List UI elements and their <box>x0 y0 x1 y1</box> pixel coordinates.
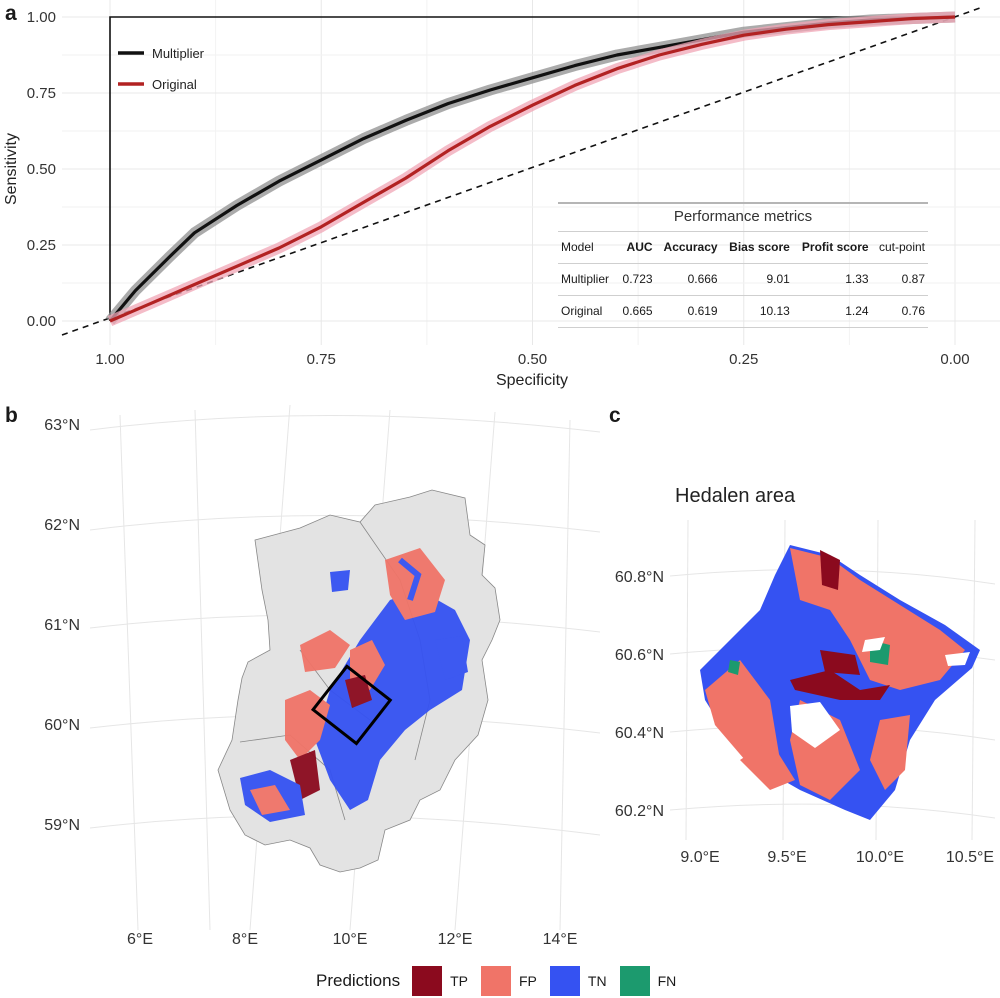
map-c-lon-labels: 9.0°E 9.5°E 10.0°E 10.5°E <box>680 849 994 866</box>
map-b-land <box>217 489 501 873</box>
metrics-table-title: Performance metrics <box>558 202 928 232</box>
cell-model: Multiplier <box>558 263 617 296</box>
lat-tick-label: 59°N <box>44 817 80 834</box>
cell-profit: 1.24 <box>792 295 872 328</box>
cell-auc: 0.723 <box>616 263 656 296</box>
lat-tick-label: 60.2°N <box>615 803 664 820</box>
lat-tick-label: 60.6°N <box>615 647 664 664</box>
map-b-lat-labels: 63°N 62°N 61°N 60°N 59°N <box>44 417 80 834</box>
lon-tick-label: 14°E <box>543 931 578 948</box>
panel-b-label: b <box>5 404 18 427</box>
x-tick-label: 1.00 <box>95 351 124 368</box>
legend-label-original: Original <box>152 77 197 92</box>
legend-item-fn: FN <box>619 966 677 996</box>
legend-label: FN <box>657 973 677 989</box>
legend-title: Predictions <box>316 971 401 990</box>
performance-metrics-table: Performance metrics Model AUC Accuracy B… <box>558 202 928 328</box>
metrics-header-row: Model AUC Accuracy Bias score Profit sco… <box>558 232 928 264</box>
panel-c-label: c <box>609 404 621 427</box>
y-axis-label: Sensitivity <box>3 133 20 205</box>
cell-cutpoint: 0.87 <box>871 263 928 296</box>
legend-item-fp: FP <box>481 966 537 996</box>
col-auc: AUC <box>616 232 656 264</box>
lat-tick-label: 60.8°N <box>615 569 664 586</box>
col-bias: Bias score <box>720 232 793 264</box>
lat-tick-label: 60°N <box>44 717 80 734</box>
x-tick-label: 0.50 <box>518 351 547 368</box>
col-profit: Profit score <box>792 232 872 264</box>
roc-chart: 1.00 0.75 0.50 0.25 0.00 0.00 0.25 0.50 0.75 1.00… <box>3 0 1000 389</box>
hedalen-raster <box>700 545 980 820</box>
lat-tick-label: 62°N <box>44 517 80 534</box>
lat-tick-label: 61°N <box>44 617 80 634</box>
lat-tick-label: 60.4°N <box>615 725 664 742</box>
map-c-lat-labels: 60.8°N 60.6°N 60.4°N 60.2°N <box>615 569 664 820</box>
col-accuracy: Accuracy <box>655 232 721 264</box>
x-axis-label: Specificity <box>496 372 568 389</box>
lon-tick-label: 9.5°E <box>767 849 806 866</box>
legend-label: FP <box>519 973 537 989</box>
cell-bias: 10.13 <box>720 295 793 328</box>
lon-tick-label: 6°E <box>127 931 153 948</box>
y-tick-label: 0.25 <box>27 237 56 254</box>
cell-cutpoint: 0.76 <box>871 295 928 328</box>
legend-item-tn: TN <box>549 966 607 996</box>
col-cutpoint: cut-point <box>871 232 928 264</box>
perfect-classifier-line <box>109 16 955 321</box>
map-c-graticule <box>669 519 996 841</box>
cell-accuracy: 0.619 <box>655 295 721 328</box>
legend-label: TP <box>450 973 468 989</box>
hedalen-area-box <box>310 664 393 746</box>
legend-label-multiplier: Multiplier <box>152 46 205 61</box>
map-b-prediction-zones <box>240 548 470 822</box>
cell-accuracy: 0.666 <box>655 263 721 296</box>
map-b-lon-labels: 6°E 8°E 10°E 12°E 14°E <box>127 931 577 948</box>
cell-profit: 1.33 <box>792 263 872 296</box>
legend-swatch-fp <box>481 966 511 996</box>
col-model: Model <box>558 232 617 264</box>
panel-a-label: a <box>5 2 17 25</box>
legend-swatch-tn <box>549 966 580 996</box>
table-row: Multiplier 0.723 0.666 9.01 1.33 0.87 <box>558 263 928 296</box>
cell-model: Original <box>558 295 617 328</box>
lon-tick-label: 10.0°E <box>856 849 904 866</box>
lon-tick-label: 9.0°E <box>680 849 719 866</box>
x-tick-label: 0.00 <box>940 351 969 368</box>
lon-tick-label: 8°E <box>232 931 258 948</box>
legend-item-tp: TP <box>412 966 468 996</box>
map-b-graticule <box>89 404 601 931</box>
predictions-legend: Predictions TP FP TN FN <box>316 966 689 996</box>
lon-tick-label: 10.5°E <box>946 849 994 866</box>
series-line-original <box>109 15 956 323</box>
legend-swatch-tp <box>412 966 443 996</box>
y-tick-label: 0.50 <box>27 161 56 178</box>
y-tick-label: 1.00 <box>27 9 56 26</box>
y-tick-label: 0.00 <box>27 313 56 330</box>
legend-label: TN <box>587 973 607 989</box>
cell-bias: 9.01 <box>720 263 793 296</box>
legend-swatch-fn <box>619 966 650 996</box>
table-row: Original 0.665 0.619 10.13 1.24 0.76 <box>558 295 928 328</box>
x-tick-label: 0.25 <box>729 351 758 368</box>
reference-diagonal <box>61 7 981 336</box>
lat-tick-label: 63°N <box>44 417 80 434</box>
hedalen-title: Hedalen area <box>675 485 796 507</box>
cell-auc: 0.665 <box>616 295 656 328</box>
lon-tick-label: 12°E <box>438 931 473 948</box>
x-tick-label: 0.75 <box>307 351 336 368</box>
lon-tick-label: 10°E <box>333 931 368 948</box>
y-tick-label: 0.75 <box>27 85 56 102</box>
